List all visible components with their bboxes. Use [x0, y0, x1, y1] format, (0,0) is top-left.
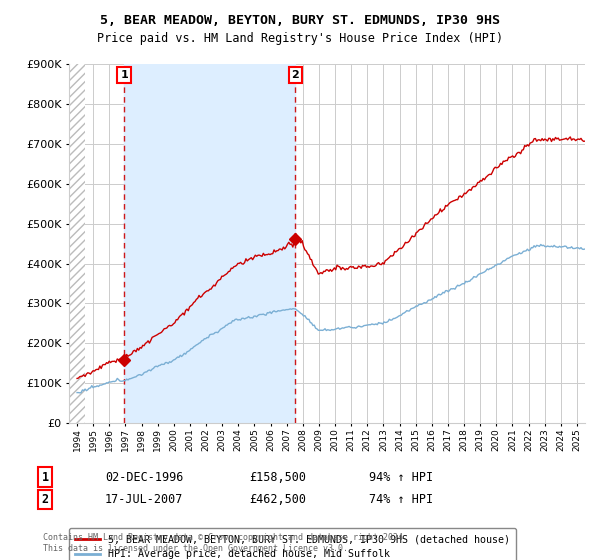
Text: 17-JUL-2007: 17-JUL-2007 — [105, 493, 184, 506]
Text: 74% ↑ HPI: 74% ↑ HPI — [369, 493, 433, 506]
Text: Price paid vs. HM Land Registry's House Price Index (HPI): Price paid vs. HM Land Registry's House … — [97, 32, 503, 45]
Text: 2: 2 — [41, 493, 49, 506]
Bar — [69, 64, 85, 423]
Text: 02-DEC-1996: 02-DEC-1996 — [105, 470, 184, 484]
Text: 1: 1 — [41, 470, 49, 484]
Text: 1: 1 — [120, 70, 128, 80]
Text: Contains HM Land Registry data © Crown copyright and database right 2024.
This d: Contains HM Land Registry data © Crown c… — [43, 533, 408, 553]
Text: 94% ↑ HPI: 94% ↑ HPI — [369, 470, 433, 484]
Text: 2: 2 — [292, 70, 299, 80]
Text: £462,500: £462,500 — [249, 493, 306, 506]
Legend: 5, BEAR MEADOW, BEYTON, BURY ST. EDMUNDS, IP30 9HS (detached house), HPI: Averag: 5, BEAR MEADOW, BEYTON, BURY ST. EDMUNDS… — [69, 528, 516, 560]
Text: 5, BEAR MEADOW, BEYTON, BURY ST. EDMUNDS, IP30 9HS: 5, BEAR MEADOW, BEYTON, BURY ST. EDMUNDS… — [100, 14, 500, 27]
Bar — [124, 64, 295, 423]
Text: £158,500: £158,500 — [249, 470, 306, 484]
